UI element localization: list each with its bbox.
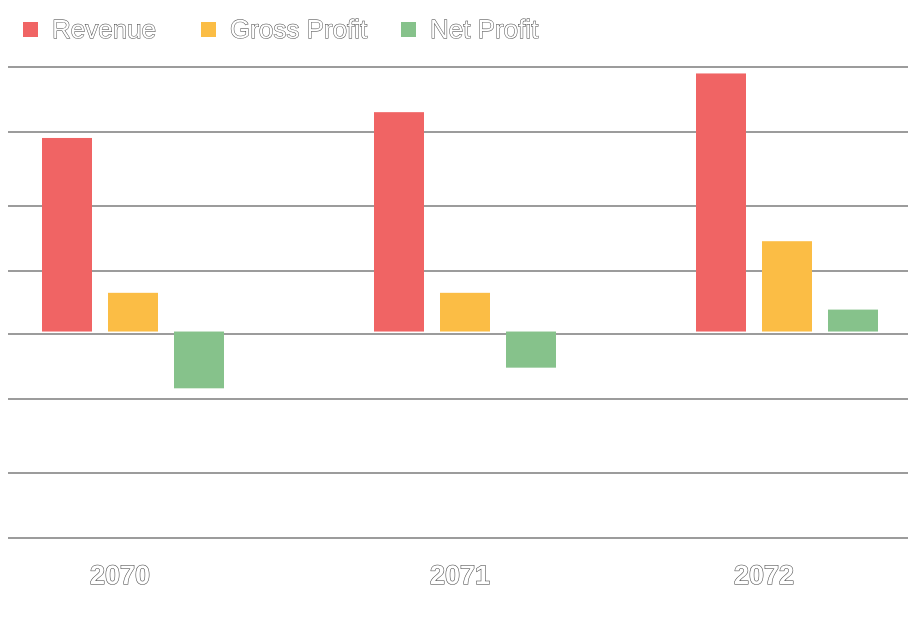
x-tick-label-2070: 2070 [90,560,150,590]
bar-revenue-2070 [42,137,92,332]
legend-label-net-profit: Net Profit [430,14,539,44]
bar-gross-profit-2072 [762,241,812,332]
legend-swatch-net-profit [401,22,416,37]
legend-label-gross-profit: Gross Profit [230,14,368,44]
x-axis-labels: 2070 2071 2072 [89,560,794,591]
bars [42,73,878,389]
x-tick-label-2072: 2072 [734,560,794,590]
legend-label-revenue: Revenue [52,14,156,44]
bar-gross-profit-2070 [108,292,158,332]
legend-swatch-gross-profit [201,22,216,37]
bar-gross-profit-2071 [440,292,490,332]
bar-revenue-2071 [374,112,424,332]
legend-swatch-revenue [23,22,38,37]
x-tick-label-2071: 2071 [430,560,490,590]
gridlines [8,66,908,539]
bar-net-profit-2070 [174,331,224,389]
bar-net-profit-2071 [506,331,556,368]
legend: Revenue Gross Profit Net Profit [23,14,540,44]
bar-revenue-2072 [696,73,746,332]
bar-net-profit-2072 [828,309,878,332]
